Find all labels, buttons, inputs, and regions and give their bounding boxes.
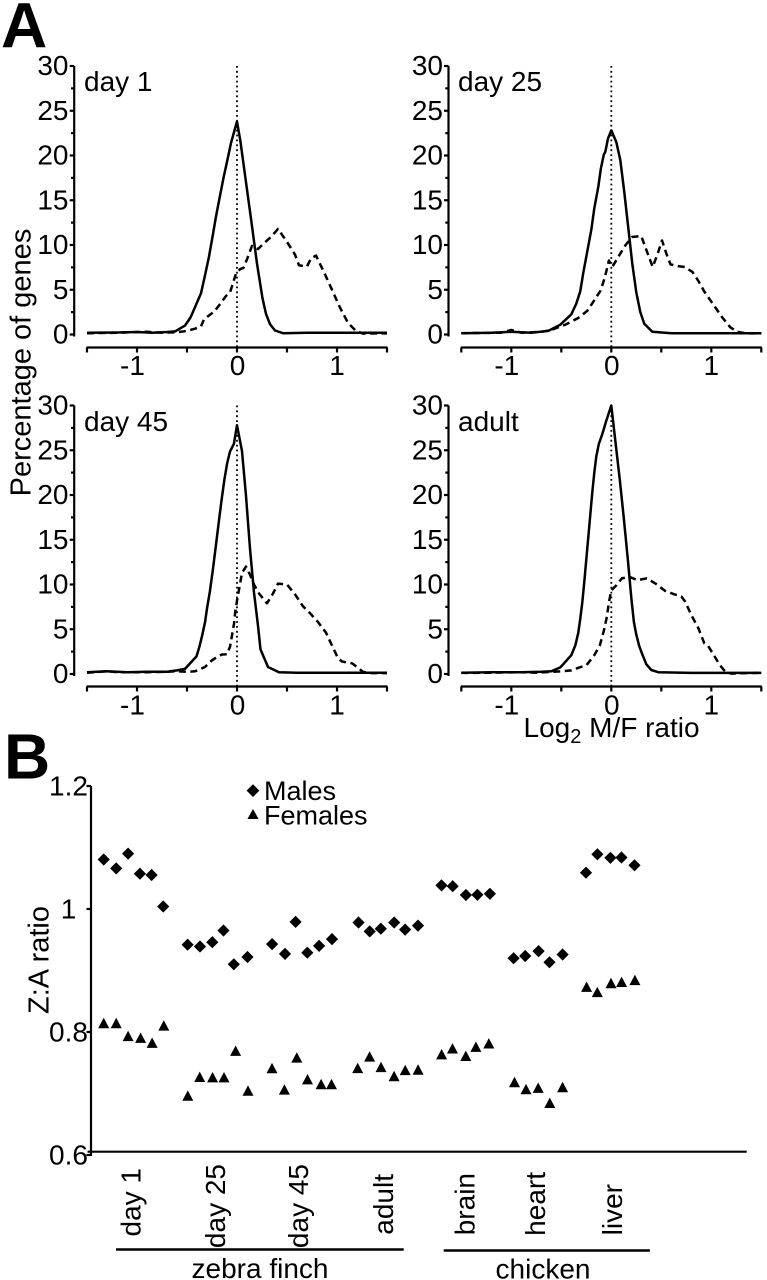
svg-text:25: 25 (412, 95, 443, 126)
svg-text:0: 0 (427, 319, 443, 350)
svg-text:heart: heart (520, 1172, 551, 1236)
svg-text:15: 15 (412, 524, 443, 555)
svg-text:10: 10 (412, 229, 443, 260)
svg-text:1: 1 (329, 690, 345, 721)
svg-text:0: 0 (604, 350, 620, 381)
svg-text:0.8: 0.8 (49, 1017, 88, 1048)
svg-text:Log2 M/F ratio: Log2 M/F ratio (524, 712, 700, 748)
svg-text:30: 30 (412, 390, 443, 421)
svg-text:1: 1 (704, 350, 720, 381)
svg-text:20: 20 (37, 479, 68, 510)
svg-text:0: 0 (230, 350, 246, 381)
svg-text:0: 0 (53, 319, 69, 350)
svg-text:30: 30 (412, 50, 443, 81)
svg-text:5: 5 (53, 274, 69, 305)
svg-text:0.6: 0.6 (49, 1140, 88, 1171)
svg-text:15: 15 (37, 184, 68, 215)
svg-text:day 45: day 45 (84, 406, 168, 437)
svg-text:0: 0 (53, 658, 69, 689)
svg-text:15: 15 (412, 184, 443, 215)
svg-text:0: 0 (230, 690, 246, 721)
svg-text:day 1: day 1 (115, 1168, 146, 1237)
svg-text:-1: -1 (494, 350, 519, 381)
svg-text:1: 1 (704, 690, 720, 721)
svg-text:15: 15 (37, 524, 68, 555)
svg-text:chicken: chicken (496, 1254, 591, 1280)
svg-text:liver: liver (597, 1184, 628, 1235)
svg-text:20: 20 (412, 140, 443, 171)
svg-text:day 45: day 45 (283, 1164, 314, 1248)
svg-text:30: 30 (37, 390, 68, 421)
svg-text:20: 20 (37, 140, 68, 171)
svg-text:5: 5 (427, 614, 443, 645)
svg-text:adult: adult (368, 1174, 399, 1235)
svg-text:-1: -1 (120, 350, 145, 381)
svg-text:Females: Females (264, 801, 368, 831)
svg-text:day 1: day 1 (84, 66, 153, 97)
svg-text:25: 25 (412, 434, 443, 465)
svg-text:1.2: 1.2 (49, 771, 88, 802)
svg-text:zebra finch: zebra finch (192, 1253, 329, 1280)
svg-text:Percentage of genes: Percentage of genes (6, 229, 38, 497)
svg-text:Males: Males (264, 776, 336, 806)
svg-text:10: 10 (37, 229, 68, 260)
svg-text:30: 30 (37, 50, 68, 81)
svg-text:Z:A ratio: Z:A ratio (24, 906, 56, 1014)
svg-text:0: 0 (604, 690, 620, 721)
svg-text:5: 5 (53, 614, 69, 645)
svg-text:A: A (1, 0, 47, 62)
svg-text:25: 25 (37, 95, 68, 126)
svg-text:5: 5 (427, 274, 443, 305)
svg-text:10: 10 (412, 569, 443, 600)
svg-text:day 25: day 25 (200, 1164, 231, 1248)
svg-text:25: 25 (37, 434, 68, 465)
svg-text:brain: brain (450, 1173, 481, 1235)
svg-text:10: 10 (37, 569, 68, 600)
svg-text:adult: adult (458, 406, 519, 437)
svg-text:-1: -1 (494, 690, 519, 721)
svg-text:day 25: day 25 (458, 66, 542, 97)
svg-text:1: 1 (329, 350, 345, 381)
svg-text:1: 1 (61, 894, 77, 925)
svg-text:20: 20 (412, 479, 443, 510)
svg-text:0: 0 (427, 658, 443, 689)
svg-text:-1: -1 (120, 690, 145, 721)
svg-text:B: B (4, 721, 50, 793)
